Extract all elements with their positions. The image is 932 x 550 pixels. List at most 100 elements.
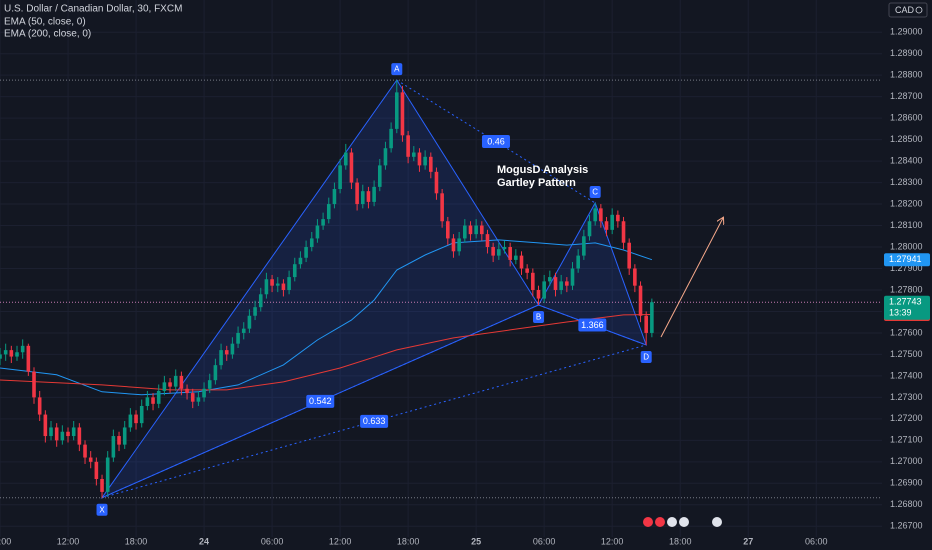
y-tick-label: 1.26800 <box>890 499 923 509</box>
point-label: B <box>536 313 541 322</box>
y-tick-label: 1.28700 <box>890 91 923 101</box>
x-tick-label: 25 <box>471 536 481 546</box>
candle-body <box>292 264 297 278</box>
candle-body <box>621 221 626 243</box>
candle-body <box>434 171 439 194</box>
ratio-badge <box>360 414 389 428</box>
candle-body <box>270 279 274 286</box>
x-tick-label: 18:00 <box>669 536 692 546</box>
event-icon[interactable] <box>655 517 665 527</box>
candle-body <box>43 414 48 437</box>
y-tick-label: 1.27800 <box>890 284 923 294</box>
event-icon[interactable] <box>643 517 653 527</box>
candle-body <box>604 221 609 230</box>
candle-body <box>446 221 450 239</box>
ratio-label: 0.542 <box>309 396 332 406</box>
candle-body <box>548 277 552 282</box>
candle-body <box>122 427 127 445</box>
point-label: A <box>394 65 400 74</box>
event-icon[interactable] <box>667 517 677 527</box>
candle-body <box>559 281 563 290</box>
candle-body <box>247 315 252 329</box>
event-icon[interactable] <box>712 517 722 527</box>
candle-body <box>224 350 229 355</box>
candle-body <box>565 281 569 286</box>
candle-body <box>400 92 405 136</box>
candle-body <box>71 427 76 437</box>
candle-body <box>451 238 456 252</box>
candle-body <box>480 225 484 235</box>
price-badge-label: 1.27941 <box>889 254 922 264</box>
candle-body <box>468 225 473 235</box>
candle-body <box>151 397 155 404</box>
candle-body <box>491 247 495 256</box>
candle-body <box>372 186 376 202</box>
candle-body <box>100 479 104 492</box>
candle-body <box>497 249 501 256</box>
candle-body <box>54 427 59 441</box>
candle-body <box>0 354 2 359</box>
candle-body <box>3 350 8 355</box>
candle-body <box>599 208 603 222</box>
y-tick-label: 1.27400 <box>890 370 923 380</box>
candle-body <box>576 255 580 269</box>
candle-body <box>309 238 314 248</box>
candle-body <box>338 165 342 190</box>
candle-body <box>196 397 201 402</box>
candle-body <box>236 332 240 344</box>
ratio-label: 0.46 <box>487 136 505 146</box>
candle-body <box>411 152 416 157</box>
candle-body <box>185 388 189 394</box>
candle-body <box>168 382 172 387</box>
candle-body <box>553 277 558 290</box>
currency-label[interactable]: CAD <box>895 5 915 15</box>
candle-body <box>519 255 524 269</box>
candle-body <box>253 307 257 316</box>
event-icon[interactable] <box>679 517 689 527</box>
candle-body <box>457 238 461 252</box>
event-icons[interactable] <box>643 517 722 527</box>
candle-body <box>241 328 246 333</box>
candle-body <box>406 135 410 157</box>
point-badge <box>640 350 652 363</box>
price-badge <box>884 295 930 320</box>
candle-body <box>111 436 116 458</box>
ratio-badge <box>481 135 510 149</box>
price-badge-label: 1.27743 <box>889 297 922 307</box>
candle-body <box>508 247 512 260</box>
candle-body <box>321 219 325 226</box>
candle-body <box>423 156 427 166</box>
candle-body <box>298 257 303 265</box>
indicator-label: EMA (50, close, 0) <box>4 17 86 28</box>
candle-body <box>26 345 31 372</box>
point-badge <box>391 63 403 76</box>
candle-body <box>287 277 291 290</box>
indicator-label: EMA (200, close, 0) <box>4 29 91 40</box>
point-badge <box>532 311 544 324</box>
candle-body <box>202 388 206 398</box>
candle-body <box>587 221 592 237</box>
candle-body <box>633 268 637 286</box>
candle-body <box>474 225 478 235</box>
candle-body <box>417 152 422 166</box>
x-tick-label: 06:00 <box>805 536 828 546</box>
candle-body <box>9 350 14 357</box>
candle-body <box>638 285 643 316</box>
candle-body <box>37 397 42 415</box>
y-tick-label: 1.27500 <box>890 349 923 359</box>
candle-body <box>332 189 337 205</box>
ratio-label: 1.366 <box>581 320 604 330</box>
point-label: X <box>99 505 105 514</box>
y-tick-label: 1.28300 <box>890 177 923 187</box>
y-tick-label: 1.26700 <box>890 521 923 531</box>
x-tick-label: 12:00 <box>329 536 352 546</box>
currency-button[interactable] <box>888 2 928 18</box>
candle-body <box>230 343 235 355</box>
candle-body <box>156 390 161 404</box>
candle-body <box>304 247 308 258</box>
chart-title: U.S. Dollar / Canadian Dollar, 30, FXCM <box>4 4 182 15</box>
candle-body <box>394 92 399 129</box>
y-tick-label: 1.28100 <box>890 220 923 230</box>
